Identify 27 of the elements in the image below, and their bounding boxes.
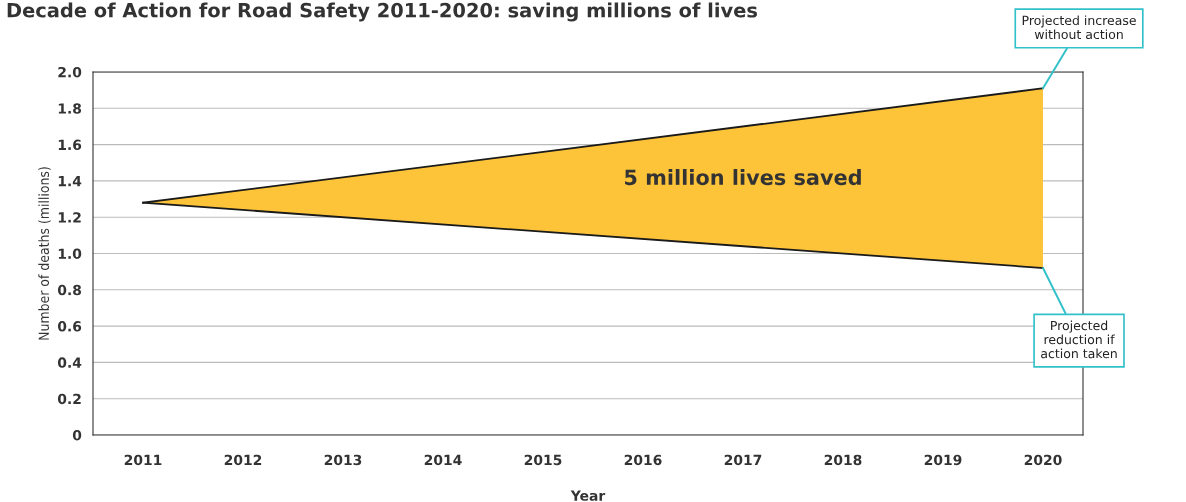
y-axis-title: Number of deaths (millions) — [38, 167, 51, 340]
y-tick-label: 2.0 — [58, 66, 82, 78]
y-tick-label: 0.4 — [57, 357, 82, 368]
x-tick-label: 2014 — [424, 454, 462, 466]
x-tick-label: 2011 — [124, 454, 162, 466]
y-tick-label: 0.8 — [57, 284, 82, 296]
y-tick-label: 1.8 — [58, 103, 82, 114]
chart-title: Decade of Action for Road Safety 2011-2020: saving millions of lives — [7, 2, 758, 22]
x-tick-label: 2012 — [224, 454, 262, 466]
annotation: Projected increase without action — [1022, 15, 1136, 40]
annotation: Projected reduction if action taken — [1041, 320, 1117, 359]
x-tick-label: 2018 — [824, 454, 862, 466]
x-tick-label: 2013 — [324, 454, 362, 466]
x-tick-label: 2015 — [524, 454, 562, 466]
y-tick-label: 0.6 — [57, 321, 82, 332]
y-tick-label: 0.2 — [57, 393, 81, 405]
y-tick-label: 0 — [72, 429, 82, 441]
y-tick-label: 1.0 — [58, 248, 82, 259]
y-tick-label: 1.4 — [58, 176, 82, 187]
x-tick-label: 2019 — [924, 454, 962, 466]
y-tick-label: 1.6 — [58, 139, 82, 151]
x-tick-label: 2020 — [1024, 454, 1062, 466]
y-tick-label: 1.2 — [58, 212, 81, 223]
annotation: 5 million lives saved — [625, 169, 861, 186]
x-tick-label: 2016 — [624, 454, 662, 466]
x-tick-label: 2017 — [724, 454, 762, 466]
x-axis-title: Year — [570, 490, 606, 501]
